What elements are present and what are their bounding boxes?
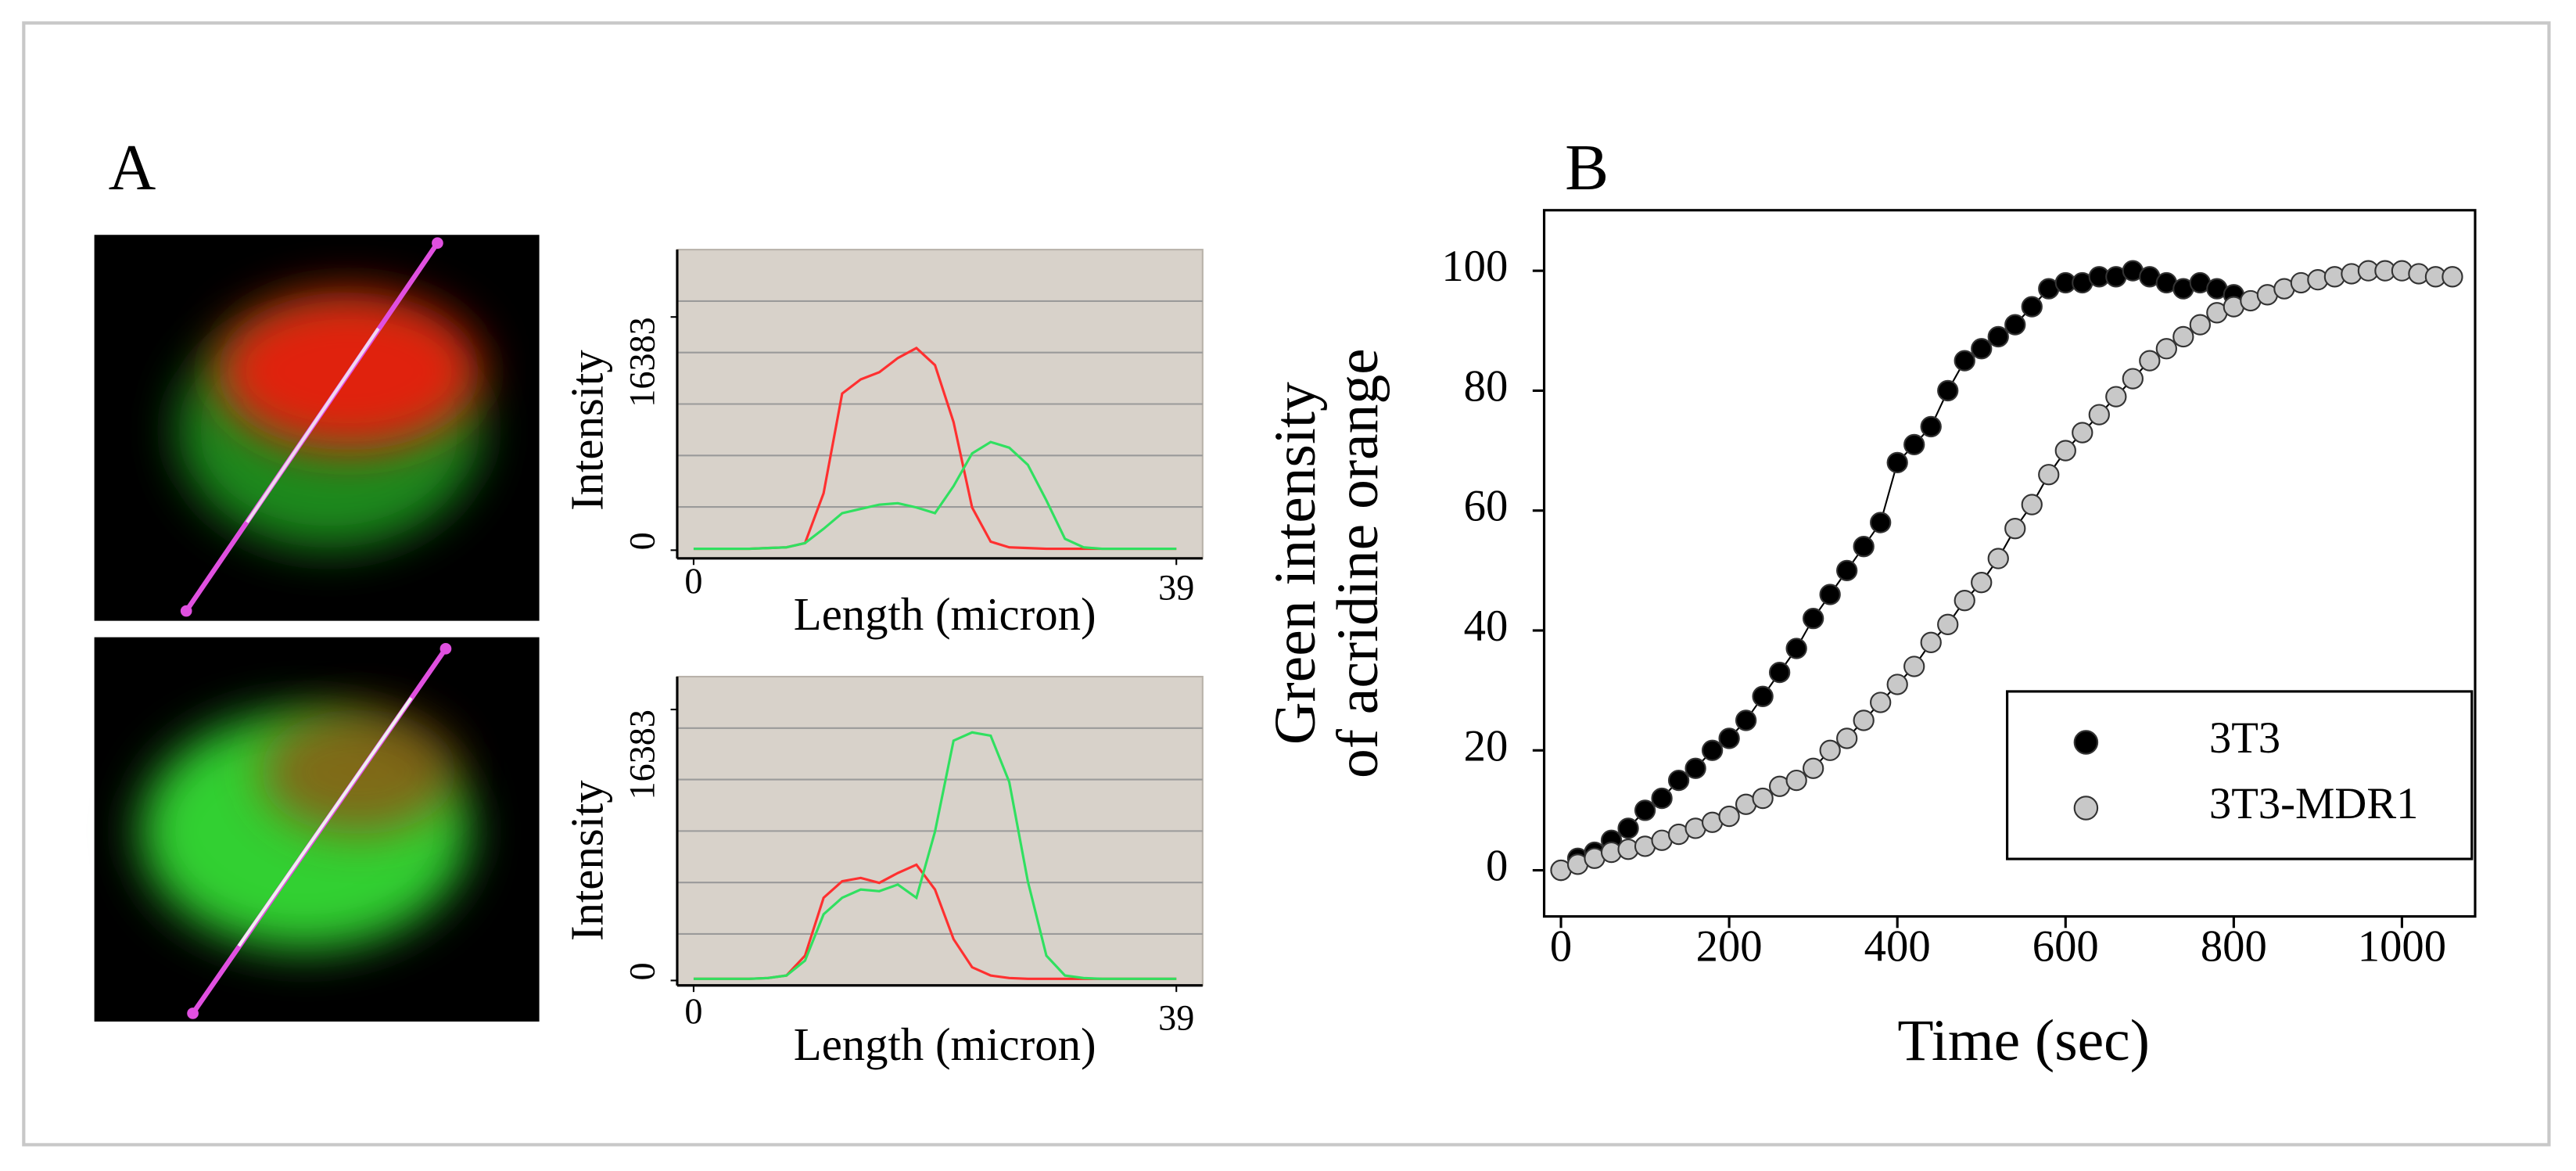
y-axis-label: Green intensity [1263,382,1328,745]
data-point [1987,325,2009,348]
data-point [1785,769,1807,792]
y-tick-label: 100 [1441,242,1508,291]
data-point [1886,674,1908,695]
data-point [1803,608,1824,630]
y-tick-label: 20 [1464,721,1509,770]
x-tick-label: 0 [684,991,702,1031]
data-point [1903,433,1925,456]
x-tick-label: 39 [1158,567,1194,607]
y-tick-label: 16383 [622,709,662,799]
data-point [1768,661,1791,684]
x-tick-label: 800 [2201,922,2267,972]
data-point [1752,787,1774,810]
x-tick-label: 1000 [2358,922,2446,972]
data-point [1971,572,1993,594]
legend-marker [2073,796,2099,821]
data-point [1718,727,1740,749]
data-point [2122,368,2144,390]
x-tick-label: 400 [1864,922,1931,972]
x-axis-label: Length (micron) [794,1019,1096,1070]
data-point [2021,296,2043,318]
y-axis-label: of acridine orange [1326,348,1390,778]
profile-line [693,731,1177,980]
data-point [1836,559,1858,581]
data-point [1937,379,1959,402]
data-point [1785,638,1807,659]
data-point [1803,757,1824,779]
data-point [2038,464,2060,486]
data-point [1920,631,1942,653]
data-point [2189,314,2211,336]
data-point [1684,757,1706,779]
data-point [1937,613,1959,635]
micrograph [94,235,540,621]
data-point [1701,739,1724,761]
x-axis-label: Length (micron) [794,589,1096,640]
data-point [1819,739,1841,761]
micrograph [94,637,540,1022]
data-point [1634,799,1656,821]
data-point [1836,727,1858,749]
profile-line [693,440,1177,551]
y-tick-label: 40 [1464,602,1509,651]
data-point [2172,325,2194,348]
y-tick-label: 0 [622,962,662,980]
legend-label: 3T3 [2209,713,2280,763]
data-point [1971,338,1993,360]
data-point [1920,415,1942,438]
data-point [2021,494,2043,515]
legend-label: 3T3-MDR1 [2209,779,2419,828]
y-tick-label: 80 [1464,361,1509,411]
y-tick-label: 0 [622,532,662,550]
x-tick-label: 0 [684,561,702,601]
plot-frame [1542,209,2477,918]
y-axis-label: Intensity [561,780,612,941]
data-point [1667,769,1690,792]
data-point [1954,590,1975,612]
x-tick-label: 600 [2032,922,2099,972]
data-point [1752,685,1774,707]
panel-label: B [1565,131,1609,204]
data-point [2139,350,2161,372]
data-point [1735,709,1757,731]
legend-box [2006,690,2474,860]
legend-marker [2073,730,2099,755]
data-point [2155,338,2177,360]
x-tick-label: 0 [1550,922,1572,972]
data-point [1886,451,1908,474]
data-point [1819,584,1841,605]
x-tick-label: 200 [1696,922,1763,972]
data-point [1718,805,1740,828]
data-point [1651,787,1673,810]
y-tick-label: 60 [1464,482,1509,531]
data-point [1617,817,1639,839]
data-point [1853,536,1875,558]
data-point [1870,691,1892,713]
y-tick-label: 0 [1486,842,1508,891]
y-axis-label: Intensity [561,350,612,511]
data-point [1853,709,1875,731]
data-point [2004,518,2026,540]
data-point [2105,386,2127,408]
data-point [2088,404,2110,426]
data-point [2054,440,2076,462]
x-tick-label: 39 [1158,998,1194,1038]
x-axis-label: Time (sec) [1897,1008,2150,1073]
data-point [1903,656,1925,677]
panel-label: A [109,131,156,204]
y-tick-label: 16383 [622,317,662,407]
data-point [2004,314,2026,336]
data-point [1954,350,1975,372]
data-point [2072,422,2093,444]
data-point [1870,512,1892,533]
data-point [1987,548,2009,569]
data-point [2441,266,2463,288]
